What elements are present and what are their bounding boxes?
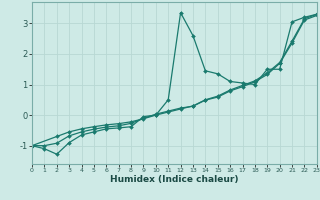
X-axis label: Humidex (Indice chaleur): Humidex (Indice chaleur) [110,175,239,184]
